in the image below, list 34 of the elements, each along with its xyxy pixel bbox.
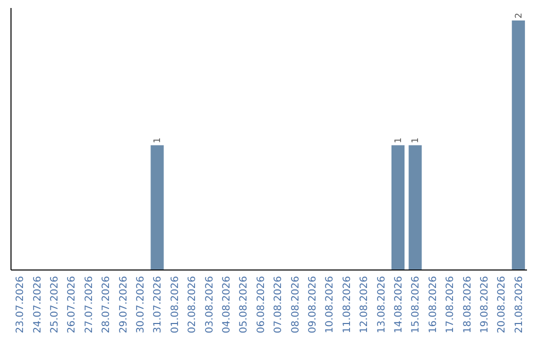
x-tick-label: 17.08.2026 (445, 276, 456, 334)
x-tick-label: 07.08.2026 (273, 276, 284, 334)
x-tick-label: 28.07.2026 (101, 276, 112, 334)
x-tick-label: 14.08.2026 (394, 276, 404, 334)
x-tick-label: 20.08.2026 (496, 276, 508, 334)
data-label: 2 (514, 12, 524, 18)
x-tick-label: 03.08.2026 (204, 276, 216, 334)
x-tick-label: 02.08.2026 (187, 276, 198, 334)
x-tick-label: 13.08.2026 (376, 276, 388, 334)
x-tick-label: 21.08.2026 (514, 276, 525, 334)
x-tick-label: 12.08.2026 (359, 276, 370, 334)
x-tick-label: 18.08.2026 (462, 276, 474, 334)
x-tick-label: 15.08.2026 (410, 276, 422, 334)
x-tick-label: 08.08.2026 (290, 276, 302, 334)
x-tick-label: 06.08.2026 (256, 276, 267, 334)
x-tick-label: 26.07.2026 (66, 276, 78, 334)
x-tick-label: 11.08.2026 (342, 276, 353, 334)
x-tick-label: 30.07.2026 (136, 276, 146, 334)
x-tick-label: 27.07.2026 (84, 276, 95, 334)
x-tick-label: 10.08.2026 (324, 276, 336, 334)
x-tick-label: 23.07.2026 (15, 276, 26, 334)
data-label: 1 (153, 138, 164, 144)
data-label: 1 (411, 138, 422, 144)
x-tick-label: 16.08.2026 (428, 276, 439, 334)
x-tick-label: 25.07.2026 (50, 276, 60, 334)
x-tick-label: 31.07.2026 (152, 276, 164, 334)
x-tick-label: 24.07.2026 (32, 276, 44, 334)
x-tick-label: 05.08.2026 (238, 276, 250, 334)
x-tick-label: 19.08.2026 (480, 276, 490, 334)
x-tick-label: 09.08.2026 (308, 276, 318, 334)
x-tick-label: 29.07.2026 (118, 276, 130, 334)
data-label: 1 (394, 138, 404, 144)
x-tick-label: 04.08.2026 (222, 276, 232, 334)
x-tick-label: 01.08.2026 (170, 276, 181, 334)
